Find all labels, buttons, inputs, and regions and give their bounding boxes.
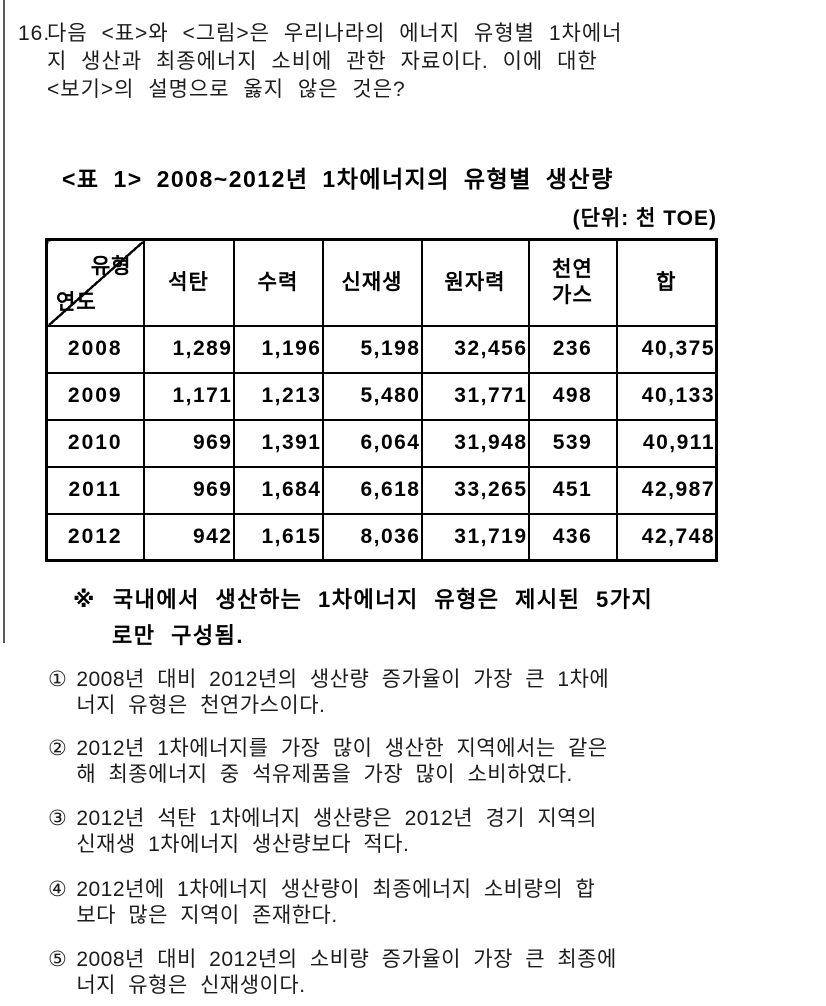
option-line: 너지 유형은 신재생이다. (76, 974, 306, 997)
question-number: 16. (18, 22, 51, 45)
year-cell: 2008 (45, 324, 145, 374)
value-cell: 498 (527, 371, 618, 421)
option-line: 너지 유형은 천연가스이다. (76, 694, 326, 717)
value-cell: 1,289 (142, 324, 235, 374)
value-cell: 40,133 (615, 371, 718, 421)
table-row: 2011 969 1,684 6,618 33,265 451 42,987 (45, 465, 718, 515)
value-cell: 942 (142, 512, 235, 562)
value-cell: 40,375 (615, 324, 718, 374)
value-cell: 31,948 (420, 418, 530, 468)
table-unit-label: (단위: 천 TOE) (572, 207, 717, 230)
answer-option-5: ⑤ 2008년 대비 2012년의 소비량 증가율이 가장 큰 최종에 너지 유… (48, 947, 793, 999)
value-cell: 5,198 (321, 324, 423, 374)
value-cell: 42,987 (615, 465, 718, 515)
option-2-circled-number: ② (48, 737, 68, 760)
value-cell: 451 (527, 465, 618, 515)
option-line: 2008년 대비 2012년의 생산량 증가율이 가장 큰 1차에 (76, 668, 610, 691)
footnote-line: ※ 국내에서 생산하는 1차에너지 유형은 제시된 5가지 (73, 585, 773, 614)
question-line: <보기>의 설명으로 옳지 않은 것은? (47, 78, 406, 101)
value-cell: 969 (142, 418, 235, 468)
table-row: 2012 942 1,615 8,036 31,719 436 42,748 (45, 512, 718, 562)
option-line: 해 최종에너지 중 석유제품을 가장 많이 소비하였다. (76, 763, 573, 786)
year-cell: 2010 (45, 418, 145, 468)
table-footnote: ※ 국내에서 생산하는 1차에너지 유형은 제시된 5가지 로만 구성됨. (73, 585, 773, 650)
question-stem: 16. 다음 <표>와 <그림>은 우리나라의 에너지 유형별 1차에너 지 생… (18, 20, 808, 104)
answer-option-4: ④ 2012년에 1차에너지 생산량이 최종에너지 소비량의 합 보다 많은 지… (48, 877, 793, 929)
value-cell: 32,456 (420, 324, 530, 374)
answer-option-1: ① 2008년 대비 2012년의 생산량 증가율이 가장 큰 1차에 너지 유… (48, 667, 793, 719)
answer-option-2: ② 2012년 1차에너지를 가장 많이 생산한 지역에서는 같은 해 최종에너… (48, 736, 793, 788)
corner-label-type: 유형 (90, 255, 132, 278)
option-4-circled-number: ④ (48, 878, 68, 901)
footnote-line: 로만 구성됨. (112, 623, 244, 648)
value-cell: 5,480 (321, 371, 423, 421)
col-header-nuclear: 원자력 (420, 238, 530, 327)
option-3-text: 2012년 석탄 1차에너지 생산량은 2012년 경기 지역의 신재생 1차에… (76, 806, 793, 858)
value-cell: 31,771 (420, 371, 530, 421)
option-line: 신재생 1차에너지 생산량보다 적다. (76, 833, 410, 856)
option-1-circled-number: ① (48, 668, 68, 691)
year-cell: 2011 (45, 465, 145, 515)
question-line: 다음 <표>와 <그림>은 우리나라의 에너지 유형별 1차에너 (47, 22, 623, 45)
option-5-text: 2008년 대비 2012년의 소비량 증가율이 가장 큰 최종에 너지 유형은… (76, 947, 793, 999)
table-title: <표 1> 2008~2012년 1차에너지의 유형별 생산량 (62, 166, 614, 192)
footnote-text: 국내에서 생산하는 1차에너지 유형은 제시된 5가지 (112, 587, 654, 612)
table-row: 2008 1,289 1,196 5,198 32,456 236 40,375 (45, 324, 718, 374)
option-5-circled-number: ⑤ (48, 948, 68, 971)
value-cell: 1,213 (232, 371, 324, 421)
energy-production-table: 유형 연도 석탄 수력 신재생 원자력 천연 가스 합 2008 1,289 1… (45, 238, 718, 562)
value-cell: 1,615 (232, 512, 324, 562)
col-header-renewable: 신재생 (321, 238, 423, 327)
value-cell: 969 (142, 465, 235, 515)
question-text: 다음 <표>와 <그림>은 우리나라의 에너지 유형별 1차에너 지 생산과 최… (47, 20, 808, 104)
value-cell: 42,748 (615, 512, 718, 562)
option-4-text: 2012년에 1차에너지 생산량이 최종에너지 소비량의 합 보다 많은 지역이… (76, 877, 793, 929)
value-cell: 6,618 (321, 465, 423, 515)
option-1-text: 2008년 대비 2012년의 생산량 증가율이 가장 큰 1차에 너지 유형은… (76, 667, 793, 719)
option-3-circled-number: ③ (48, 807, 68, 830)
table-row: 2010 969 1,391 6,064 31,948 539 40,911 (45, 418, 718, 468)
value-cell: 436 (527, 512, 618, 562)
reference-mark-icon: ※ (73, 587, 96, 612)
year-cell: 2009 (45, 371, 145, 421)
value-cell: 1,684 (232, 465, 324, 515)
table-header-row: 유형 연도 석탄 수력 신재생 원자력 천연 가스 합 (45, 238, 718, 327)
col-header-natural-gas: 천연 가스 (527, 238, 618, 327)
value-cell: 1,391 (232, 418, 324, 468)
option-line: 보다 많은 지역이 존재한다. (76, 904, 338, 927)
value-cell: 236 (527, 324, 618, 374)
corner-header-cell: 유형 연도 (45, 238, 145, 327)
value-cell: 1,196 (232, 324, 324, 374)
col-header-hydro: 수력 (232, 238, 324, 327)
question-line: 지 생산과 최종에너지 소비에 관한 자료이다. 이에 대한 (47, 50, 598, 73)
value-cell: 6,064 (321, 418, 423, 468)
value-cell: 539 (527, 418, 618, 468)
option-line: 2012년 석탄 1차에너지 생산량은 2012년 경기 지역의 (76, 807, 597, 830)
year-cell: 2012 (45, 512, 145, 562)
value-cell: 40,911 (615, 418, 718, 468)
option-line: 2008년 대비 2012년의 소비량 증가율이 가장 큰 최종에 (76, 948, 617, 971)
page-left-rule (3, 0, 5, 643)
value-cell: 8,036 (321, 512, 423, 562)
corner-label-year: 연도 (56, 290, 97, 314)
value-cell: 1,171 (142, 371, 235, 421)
option-line: 2012년 1차에너지를 가장 많이 생산한 지역에서는 같은 (76, 737, 608, 760)
option-2-text: 2012년 1차에너지를 가장 많이 생산한 지역에서는 같은 해 최종에너지 … (76, 736, 793, 788)
option-line: 2012년에 1차에너지 생산량이 최종에너지 소비량의 합 (76, 878, 596, 901)
answer-option-3: ③ 2012년 석탄 1차에너지 생산량은 2012년 경기 지역의 신재생 1… (48, 806, 793, 858)
table-row: 2009 1,171 1,213 5,480 31,771 498 40,133 (45, 371, 718, 421)
col-header-total: 합 (615, 238, 718, 327)
value-cell: 31,719 (420, 512, 530, 562)
col-header-coal: 석탄 (142, 238, 235, 327)
value-cell: 33,265 (420, 465, 530, 515)
